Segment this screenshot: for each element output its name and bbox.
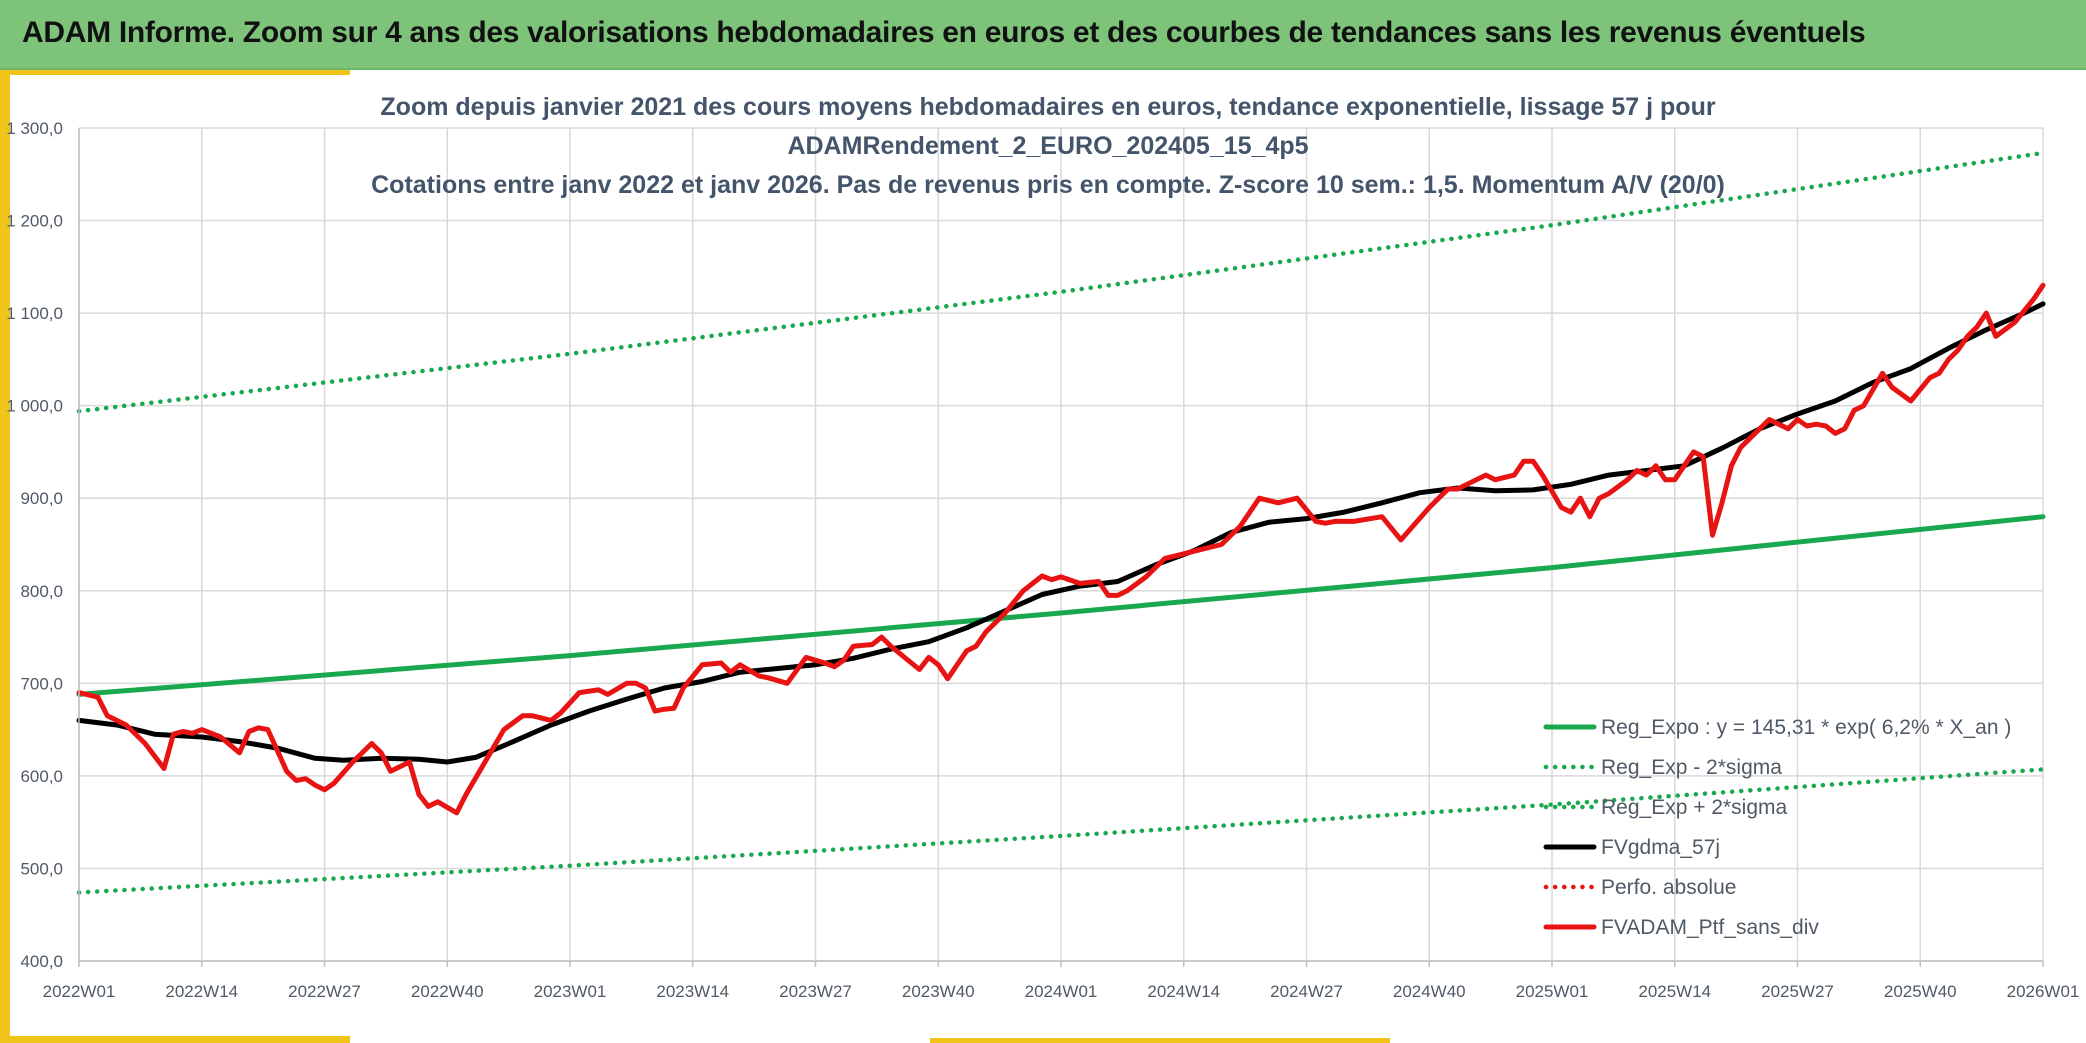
x-tick-label: 2025W27	[1761, 982, 1834, 1001]
y-tick-label: 1 300,0	[6, 119, 63, 138]
y-tick-label: 900,0	[20, 489, 63, 508]
x-tick-label: 2024W27	[1270, 982, 1343, 1001]
x-tick-label: 2023W14	[656, 982, 729, 1001]
legend-label: FVADAM_Ptf_sans_div	[1601, 916, 1819, 939]
x-tick-label: 2023W27	[779, 982, 852, 1001]
series-line-2	[76, 150, 2046, 414]
y-tick-label: 1 000,0	[6, 397, 63, 416]
x-tick-label: 2024W01	[1025, 982, 1098, 1001]
chart-title-line: Zoom depuis janvier 2021 des cours moyen…	[380, 93, 1715, 121]
series-line-1	[76, 767, 2046, 895]
grid	[78, 127, 2044, 962]
chart-title-line: ADAMRendement_2_EURO_202405_15_4p5	[787, 132, 1308, 160]
series-line-0	[76, 514, 2046, 697]
x-tick-label: 2022W14	[165, 982, 238, 1001]
y-tick-label: 600,0	[20, 767, 63, 786]
accent-bar-top	[0, 70, 350, 75]
legend-label: Perfo. absolue	[1601, 876, 1736, 899]
axes: 400,0 500,0 600,0 700,0 800,0 900,0 1 000,0 1 1…	[6, 119, 2079, 1001]
accent-bar-bottom-2	[930, 1038, 1390, 1043]
legend-label: Reg_Expo : y = 145,31 * exp( 6,2% * X_an…	[1601, 716, 2011, 739]
y-tick-label: 400,0	[20, 952, 63, 971]
x-tick-label: 2025W01	[1516, 982, 1589, 1001]
y-tick-label: 1 200,0	[6, 212, 63, 231]
x-tick-label: 2022W01	[43, 982, 116, 1001]
y-tick-label: 500,0	[20, 859, 63, 878]
x-tick-label: 2024W14	[1147, 982, 1220, 1001]
chart-title-line: Cotations entre janv 2022 et janv 2026. …	[371, 171, 1725, 199]
x-tick-label: 2024W40	[1393, 982, 1466, 1001]
x-tick-label: 2023W01	[534, 982, 607, 1001]
y-tick-label: 700,0	[20, 674, 63, 693]
series-line-5	[76, 282, 2046, 816]
x-tick-label: 2026W01	[2007, 982, 2080, 1001]
legend-label: Reg_Exp + 2*sigma	[1601, 796, 1788, 819]
accent-bar-bottom	[0, 1036, 350, 1043]
page-title: ADAM Informe. Zoom sur 4 ans des valoris…	[22, 16, 1866, 49]
x-tick-label: 2023W40	[902, 982, 975, 1001]
legend-label: Reg_Exp - 2*sigma	[1601, 756, 1782, 779]
y-tick-label: 800,0	[20, 582, 63, 601]
accent-bar-left	[0, 70, 10, 1043]
legend: Reg_Expo : y = 145,31 * exp( 6,2% * X_an…	[1543, 716, 2011, 939]
chart-title: Zoom depuis janvier 2021 des cours moyen…	[371, 93, 1725, 199]
x-tick-label: 2025W14	[1638, 982, 1711, 1001]
y-tick-label: 1 100,0	[6, 304, 63, 323]
x-tick-label: 2025W40	[1884, 982, 1957, 1001]
header-banner: ADAM Informe. Zoom sur 4 ans des valoris…	[0, 0, 2086, 70]
x-tick-label: 2022W40	[411, 982, 484, 1001]
plot-series	[76, 150, 2046, 895]
x-tick-label: 2022W27	[288, 982, 361, 1001]
series-line-3	[76, 301, 2046, 765]
legend-label: FVgdma_57j	[1601, 836, 1720, 859]
